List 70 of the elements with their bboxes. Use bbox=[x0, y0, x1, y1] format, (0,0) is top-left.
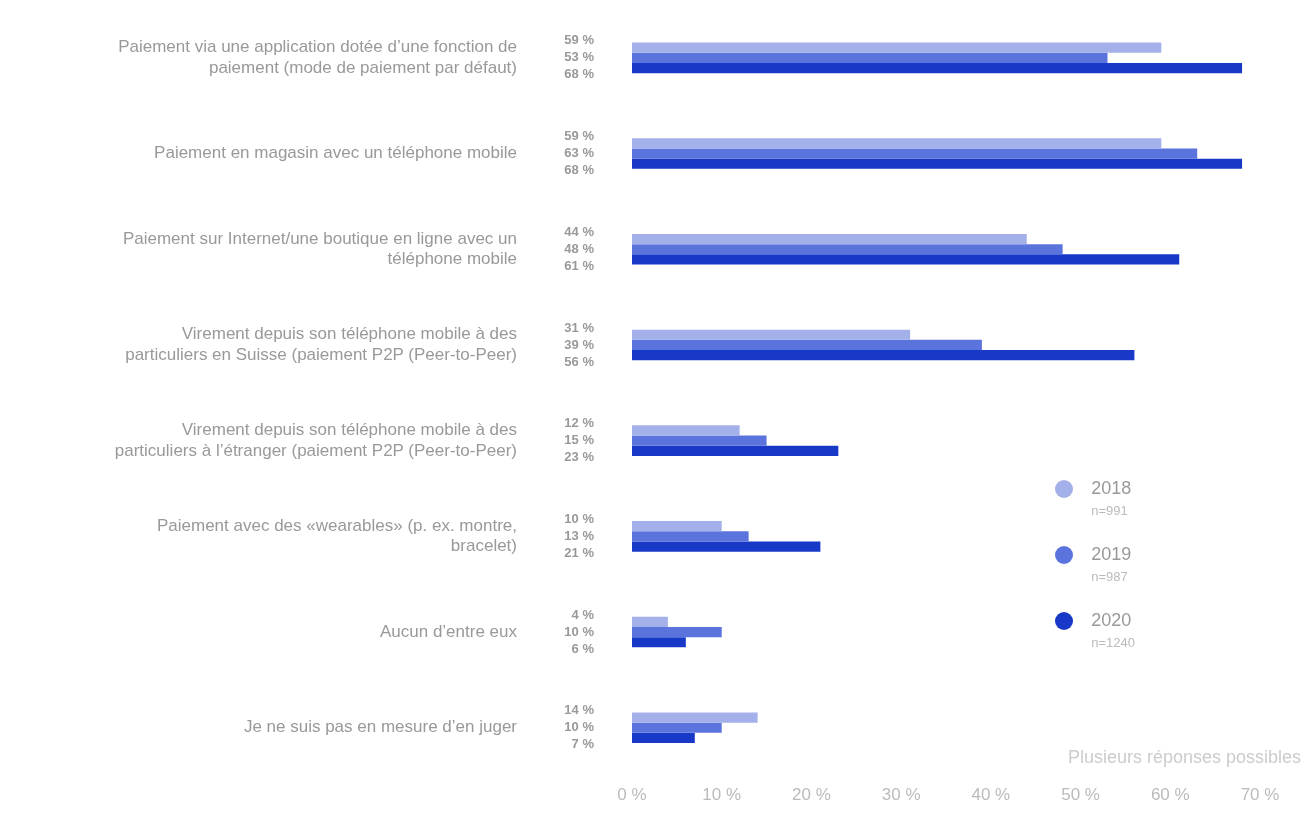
y-tick-label: Paiement sur Internet/une boutique en ligne avec un téléphone mobile bbox=[122, 228, 517, 269]
bar bbox=[632, 52, 1108, 63]
legend-label: 2019 bbox=[1091, 544, 1132, 564]
bar bbox=[632, 531, 749, 542]
bar bbox=[632, 637, 686, 648]
data-label: 31 % bbox=[564, 319, 595, 335]
data-label: 12 % bbox=[564, 415, 595, 431]
bar bbox=[632, 541, 821, 552]
bar bbox=[632, 425, 740, 436]
bar bbox=[632, 626, 722, 638]
bar bbox=[632, 42, 1162, 53]
y-tick-label: Je ne suis pas en mesure d’en juger bbox=[243, 717, 518, 737]
legend-label: 2018 bbox=[1091, 478, 1132, 498]
annotation: n=987 bbox=[1091, 569, 1129, 584]
data-label: 14 % bbox=[564, 702, 595, 718]
bar bbox=[632, 722, 722, 733]
data-label: 53 % bbox=[564, 49, 595, 65]
x-tick-label: 20 % bbox=[792, 785, 831, 805]
bar bbox=[632, 435, 767, 446]
bar bbox=[632, 233, 1027, 245]
data-label: 10 % bbox=[564, 623, 595, 639]
x-tick-label: 70 % bbox=[1240, 785, 1280, 805]
data-label: 13 % bbox=[564, 527, 595, 543]
data-label: 23 % bbox=[564, 449, 595, 465]
annotation: n=1240 bbox=[1091, 635, 1135, 650]
data-label: 6 % bbox=[571, 640, 595, 656]
data-label: 39 % bbox=[564, 336, 595, 352]
data-label: 59 % bbox=[564, 32, 595, 48]
data-label: 68 % bbox=[564, 66, 595, 82]
y-tick-label: Paiement avec des «wearables» (p. ex. montre, bracelet) bbox=[156, 515, 517, 556]
bar bbox=[632, 616, 668, 627]
bar bbox=[632, 138, 1162, 149]
bar bbox=[632, 158, 1243, 169]
bar bbox=[632, 350, 1135, 361]
bar bbox=[632, 244, 1063, 255]
bar bbox=[632, 521, 722, 532]
bar bbox=[632, 329, 911, 340]
bar bbox=[632, 62, 1243, 74]
y-tick-label: Virement depuis son téléphone mobile à des particuliers en Suisse (paiement P2P (Peer-to-Peer) bbox=[125, 324, 517, 364]
data-label: 10 % bbox=[564, 510, 595, 526]
bar bbox=[632, 339, 982, 351]
y-tick-label: Aucun d’entre eux bbox=[379, 621, 518, 641]
x-tick-label: 10 % bbox=[702, 785, 742, 805]
x-tick-label: 0 % bbox=[617, 785, 647, 805]
data-label: 21 % bbox=[564, 544, 595, 560]
y-tick-label: Paiement via une application dotée d’une fonction de paiement (mode de paiement par défaut) bbox=[118, 37, 517, 77]
legend-label: 2020 bbox=[1091, 610, 1132, 630]
data-label: 56 % bbox=[564, 353, 595, 369]
data-label: 59 % bbox=[564, 128, 595, 144]
bar bbox=[632, 712, 758, 723]
annotation: n=991 bbox=[1091, 503, 1129, 518]
bar bbox=[632, 445, 839, 456]
data-label: 4 % bbox=[571, 606, 595, 622]
y-tick-label: Virement depuis son téléphone mobile à des particuliers à l’étranger (paiement P2P (Peer-to-Peer) bbox=[114, 420, 517, 460]
x-tick-label: 50 % bbox=[1061, 785, 1100, 805]
bar bbox=[632, 254, 1180, 265]
data-label: 63 % bbox=[564, 145, 595, 161]
data-label: 10 % bbox=[564, 719, 595, 735]
bar bbox=[632, 732, 695, 744]
data-label: 61 % bbox=[564, 257, 595, 273]
data-label: 68 % bbox=[564, 162, 595, 178]
data-label: 48 % bbox=[564, 240, 595, 256]
bar bbox=[632, 148, 1198, 159]
x-tick-label: 40 % bbox=[971, 785, 1011, 805]
data-label: 15 % bbox=[564, 432, 595, 448]
x-tick-label: 60 % bbox=[1150, 785, 1190, 805]
y-tick-label: Paiement en magasin avec un téléphone mobile bbox=[154, 143, 517, 163]
data-label: 44 % bbox=[564, 223, 595, 239]
x-tick-label: 30 % bbox=[881, 785, 921, 805]
data-label: 7 % bbox=[571, 736, 595, 752]
